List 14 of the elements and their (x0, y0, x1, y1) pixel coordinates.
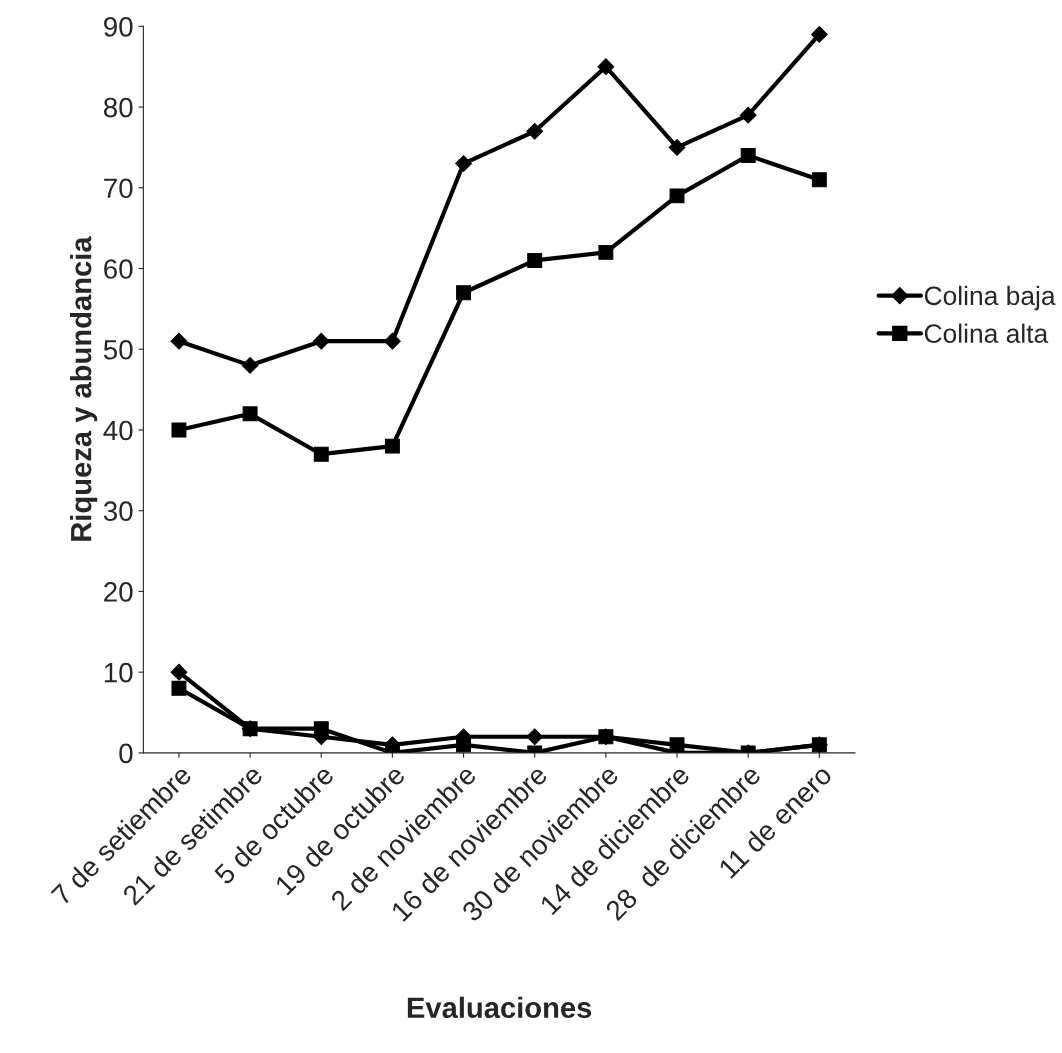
x-axis-title: Evaluaciones (407, 996, 592, 1019)
y-tick-label: 30 (103, 501, 133, 522)
y-tick-label: 10 (104, 662, 133, 683)
y-tick-label: 90 (104, 16, 133, 37)
y-tick-label: 70 (104, 178, 133, 199)
y-axis-title: Riqueza y abundancia (70, 236, 98, 541)
y-tick-label: 20 (104, 582, 133, 602)
y-tick-label: 40 (103, 420, 133, 441)
y-tick-label: 0 (119, 743, 133, 764)
legend-label: Colina baja (924, 285, 1056, 311)
y-tick-label: 50 (103, 339, 133, 360)
legend-label: Colina alta (924, 323, 1049, 343)
y-tick-label: 60 (104, 259, 133, 279)
y-tick-label: 80 (103, 97, 133, 118)
